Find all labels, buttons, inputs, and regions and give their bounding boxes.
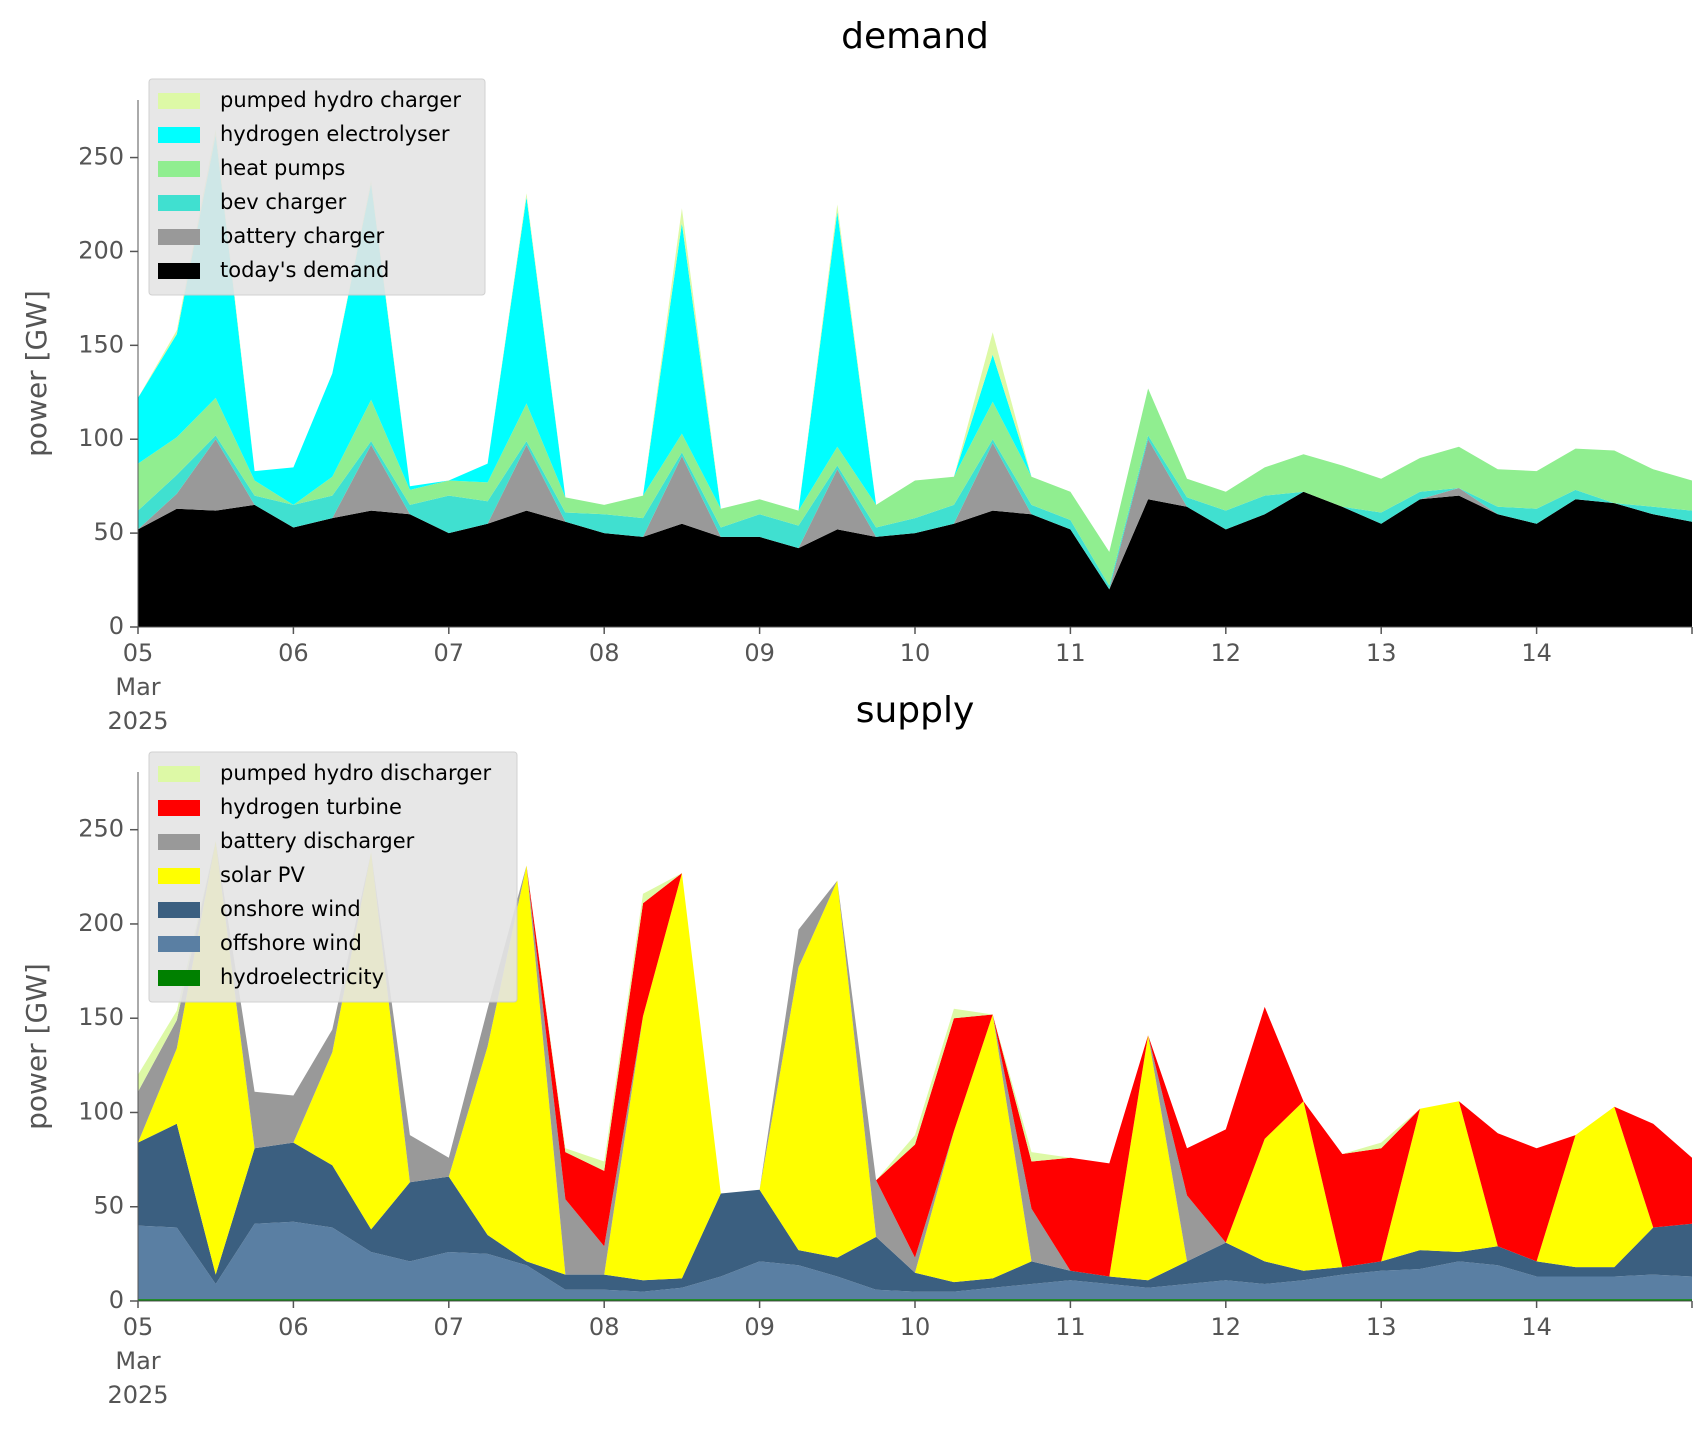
legend-swatch (158, 868, 200, 884)
legend-label: hydroelectricity (220, 965, 384, 989)
y-tick-label: 250 (78, 815, 124, 843)
legend-label: onshore wind (220, 897, 361, 921)
x-tick-label: 12 (1211, 639, 1242, 667)
x-tick-label: 10 (900, 639, 931, 667)
x-tick-label: 05 (123, 1313, 154, 1341)
legend-swatch (158, 93, 200, 109)
y-tick-label: 150 (78, 330, 124, 358)
x-tick-label: 11 (1055, 639, 1086, 667)
y-tick-label: 0 (109, 1286, 124, 1314)
y-tick-label: 100 (78, 1097, 124, 1125)
area-solar-pv (138, 841, 1692, 1283)
x-tick-label: 09 (744, 639, 775, 667)
area-bev-charger (138, 435, 1692, 590)
legend-label: heat pumps (220, 156, 345, 180)
x-tick-label: 2025 (107, 707, 168, 735)
legend-label: pumped hydro charger (220, 88, 461, 112)
x-tick-label: 14 (1521, 1313, 1552, 1341)
x-tick-label: Mar (115, 673, 160, 701)
x-tick-label: 07 (434, 639, 465, 667)
legend-swatch (158, 161, 200, 177)
x-tick-label: 06 (278, 1313, 309, 1341)
chart-demand: demand power [GW] 0 50 100 150 200 250 05 Mar 2025… (20, 16, 1693, 735)
x-tick-label: 09 (744, 1313, 775, 1341)
legend-swatch (158, 229, 200, 245)
legend-swatch (158, 263, 200, 279)
legend-label: today's demand (220, 258, 389, 282)
y-tick-label: 200 (78, 909, 124, 937)
x-tick-label: 06 (278, 639, 309, 667)
legend-label: battery charger (220, 224, 385, 248)
legend-label: battery discharger (220, 829, 415, 853)
area-today-s-demand (138, 491, 1692, 627)
area-offshore-wind (138, 1221, 1692, 1300)
y-tick-label: 200 (78, 236, 124, 264)
legend-swatch (158, 195, 200, 211)
y-tick-label: 250 (78, 143, 124, 171)
legend-swatch (158, 834, 200, 850)
area-heat-pumps (138, 388, 1692, 586)
legend-swatch (158, 902, 200, 918)
area-hydrogen-electrolyser (138, 135, 1692, 552)
x-tick-label: 2025 (107, 1381, 168, 1409)
chart-title: supply (856, 690, 975, 731)
legend-swatch (158, 766, 200, 782)
legend-swatch (158, 127, 200, 143)
legend-label: hydrogen turbine (220, 795, 402, 819)
x-tick-label: 05 (123, 639, 154, 667)
y-tick-label: 100 (78, 424, 124, 452)
x-tick-label: 12 (1211, 1313, 1242, 1341)
legend-swatch (158, 970, 200, 986)
legend (148, 78, 486, 296)
x-tick-label: 08 (589, 639, 620, 667)
x-tick-label: 13 (1366, 639, 1397, 667)
legend-swatch (158, 936, 200, 952)
x-tick-label: 10 (900, 1313, 931, 1341)
y-tick-label: 50 (93, 518, 124, 546)
area-battery-charger (138, 439, 1692, 590)
y-axis-label: power [GW] (20, 963, 53, 1130)
x-tick-label: 08 (589, 1313, 620, 1341)
x-tick-label: 11 (1055, 1313, 1086, 1341)
legend-label: bev charger (220, 190, 347, 214)
legend-label: hydrogen electrolyser (220, 122, 450, 146)
x-tick-label: 14 (1521, 639, 1552, 667)
chart-title: demand (841, 16, 989, 57)
legend-label: solar PV (220, 863, 305, 887)
chart-supply: supply power [GW] 0 50 100 150 200 250 05 Mar 2025… (20, 690, 1693, 1409)
legend-swatch (158, 800, 200, 816)
x-tick-label: 07 (434, 1313, 465, 1341)
area-hydrogen-turbine (138, 841, 1692, 1277)
y-tick-label: 150 (78, 1003, 124, 1031)
y-tick-label: 0 (109, 612, 124, 640)
legend-label: offshore wind (220, 931, 362, 955)
legend (148, 751, 518, 1003)
x-tick-label: 13 (1366, 1313, 1397, 1341)
x-tick-label: Mar (115, 1347, 160, 1375)
area-onshore-wind (138, 1123, 1692, 1292)
y-axis-label: power [GW] (20, 290, 53, 457)
legend-label: pumped hydro discharger (220, 761, 491, 785)
y-tick-label: 50 (93, 1192, 124, 1220)
